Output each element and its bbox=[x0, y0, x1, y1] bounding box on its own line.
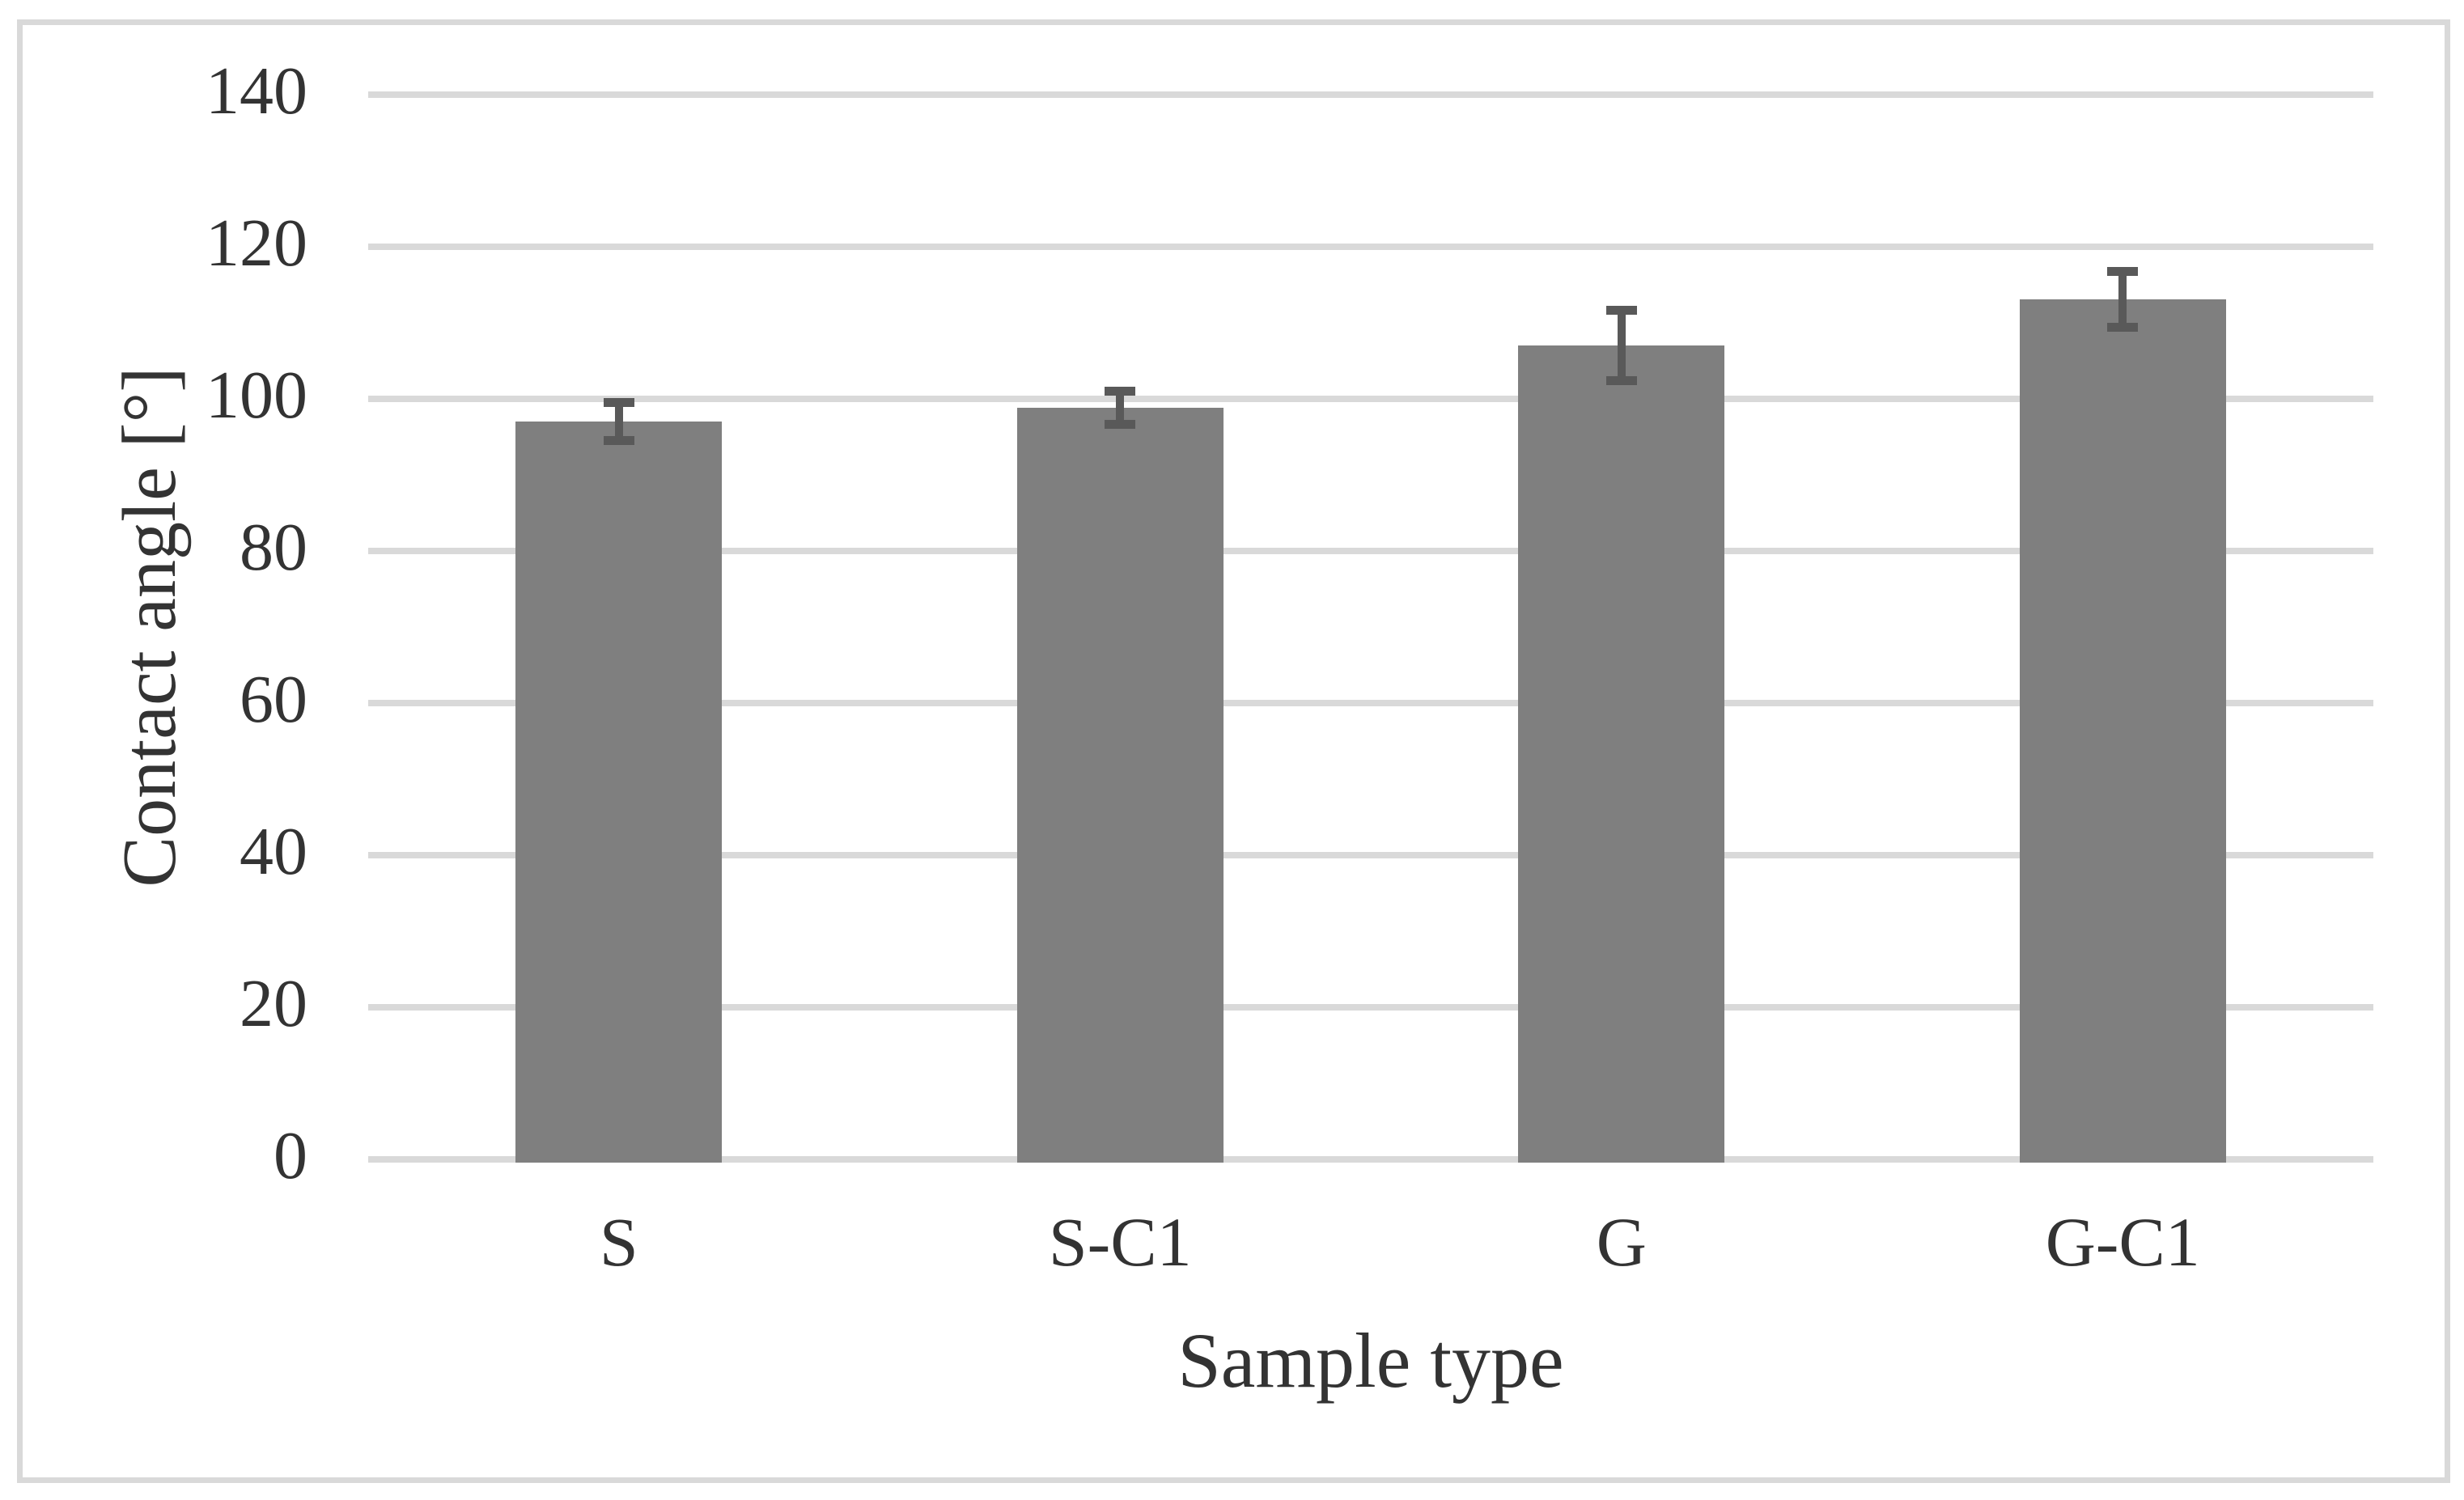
gridline-y-100 bbox=[368, 396, 2373, 402]
error-bar-stem-G-C1 bbox=[2118, 271, 2127, 328]
figure-border bbox=[17, 19, 2450, 1483]
x-category-label-G: G bbox=[1596, 1203, 1647, 1281]
error-bar-cap-top-G-C1 bbox=[2107, 266, 2139, 276]
y-tick-label-100: 100 bbox=[206, 358, 307, 433]
gridline-y-20 bbox=[368, 1004, 2373, 1011]
bar-G-C1 bbox=[2019, 299, 2226, 1163]
gridline-y-60 bbox=[368, 700, 2373, 706]
bar-S-C1 bbox=[1016, 408, 1224, 1163]
y-tick-label-40: 40 bbox=[240, 814, 307, 889]
gridline-y-140 bbox=[368, 91, 2373, 98]
y-tick-label-140: 140 bbox=[206, 53, 307, 129]
error-bar-stem-S-C1 bbox=[1116, 391, 1125, 425]
gridline-y-40 bbox=[368, 852, 2373, 858]
y-axis-title: Contact angle [°] bbox=[108, 367, 192, 888]
error-bar-cap-bottom-S-C1 bbox=[1105, 420, 1136, 430]
error-bar-cap-bottom-S bbox=[603, 436, 634, 446]
x-category-label-S: S bbox=[599, 1203, 638, 1281]
y-tick-label-60: 60 bbox=[240, 662, 307, 737]
error-bar-cap-top-S-C1 bbox=[1105, 387, 1136, 396]
error-bar-stem-G bbox=[1617, 310, 1626, 381]
x-category-label-G-C1: G-C1 bbox=[2045, 1203, 2200, 1281]
error-bar-cap-top-S bbox=[603, 398, 634, 408]
y-tick-label-20: 20 bbox=[240, 966, 307, 1041]
y-tick-label-0: 0 bbox=[274, 1118, 307, 1193]
error-bar-cap-bottom-G bbox=[1605, 375, 1637, 385]
error-bar-cap-bottom-G-C1 bbox=[2107, 323, 2139, 333]
error-bar-cap-top-G bbox=[1605, 306, 1637, 316]
bar-S bbox=[515, 422, 723, 1163]
error-bar-stem-S bbox=[614, 402, 623, 441]
y-tick-label-120: 120 bbox=[206, 206, 307, 281]
x-axis-title: Sample type bbox=[1177, 1317, 1564, 1404]
gridline-y-120 bbox=[368, 244, 2373, 250]
gridline-y-0 bbox=[368, 1156, 2373, 1163]
gridline-y-80 bbox=[368, 548, 2373, 554]
x-category-label-S-C1: S-C1 bbox=[1048, 1203, 1192, 1281]
bar-G bbox=[1518, 345, 1725, 1163]
y-tick-label-80: 80 bbox=[240, 510, 307, 585]
